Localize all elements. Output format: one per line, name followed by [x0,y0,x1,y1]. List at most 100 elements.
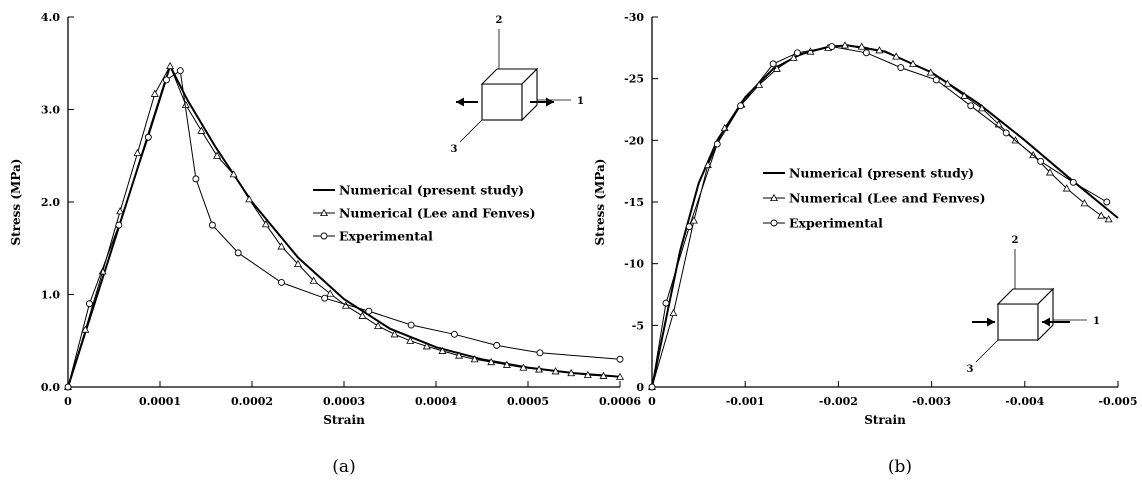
legend-marker-triangle [320,208,328,217]
load-arrow-left-head [987,317,995,327]
y-axis-label: Stress (MPa) [9,159,23,246]
y-tick-label: 2.0 [41,196,60,209]
data-point-triangle [583,370,592,379]
y-tick-label: -30 [624,11,644,24]
data-point-circle [769,60,777,68]
data-point-circle [277,279,285,286]
legend-entry-label: Numerical (present study) [339,183,524,198]
data-point-circle [493,341,501,349]
data-point-triangle [150,89,159,97]
data-point-circle [64,383,72,391]
data-point-triangle [669,308,678,317]
data-point-triangle [908,59,917,67]
data-point-circle [85,300,93,308]
chart-panel-a: 0 0.0001 0.0002 0.0003 0.0004 0.0005 0.0006 0.0… [9,11,641,477]
x-tick-label: 0.0006 [599,395,641,408]
series-2 [64,61,624,391]
data-point-triangle [960,91,969,99]
data-point-triangle [599,371,608,379]
data-point-triangle [535,365,544,373]
data-point-triangle [1045,168,1054,176]
x-tick-label: -0.002 [819,395,858,408]
data-point-triangle [551,367,560,375]
data-point-circle [1037,157,1045,165]
y-tick-label: -15 [624,196,644,209]
x-tick-label: 0.0005 [507,395,549,408]
data-point-triangle [406,336,415,344]
data-point-triangle [277,242,286,250]
data-point-triangle [567,369,576,377]
loading-cube-inset: 2 1 3 [967,235,1100,375]
chart-panel-b: 0 -0.001 -0.002 -0.003 -0.004 -0.005 0 -5 -10 -15… [593,11,1138,477]
data-point-triangle [245,195,254,203]
y-tick-label: 1.0 [41,289,60,302]
series-3 [648,43,1111,391]
data-point-triangle [519,363,528,371]
data-point-triangle [470,355,479,363]
axis-3-line [459,119,483,143]
data-point-triangle [840,41,849,49]
legend-entry-label: Experimental [339,229,433,244]
data-point-circle [321,294,329,302]
data-point-circle [685,223,693,231]
data-point-triangle [261,220,270,228]
axis-1-label: 1 [1093,316,1100,327]
legend: Numerical (present study) Numerical (Lee … [313,183,535,244]
y-tick-label: -5 [632,319,644,332]
data-point-circle [648,383,656,391]
data-point-circle [932,76,940,84]
x-tick-label: -0.001 [726,395,765,408]
y-tick-label: 0.0 [41,381,60,394]
axis-3-line [975,339,999,363]
axis-2-label: 2 [1012,235,1019,246]
y-tick-label: 0 [636,381,644,394]
series-line [651,46,1108,388]
data-point-triangle [926,68,935,76]
loading-cube-inset: 2 1 3 [451,15,584,155]
legend-entry-label: Numerical (Lee and Fenves) [339,206,535,221]
data-point-triangle [1097,211,1106,219]
data-point-triangle [1080,199,1089,207]
data-point-circle [862,49,870,57]
data-point-triangle [229,170,238,178]
data-point-circle [234,249,242,257]
legend-marker-circle [320,232,328,240]
y-axis-label: Stress (MPa) [593,159,607,246]
series-line [67,63,621,388]
data-point-circle [713,140,721,148]
data-point-circle [828,43,836,51]
data-point-triangle [116,207,125,215]
data-point-circle [967,102,975,110]
x-tick-label: -0.005 [1098,395,1137,408]
series-1 [651,44,1119,388]
data-point-triangle [390,330,399,338]
data-point-circle [115,221,123,229]
data-point-triangle [197,126,206,134]
data-point-triangle [422,342,431,350]
data-point-circle [407,321,415,329]
data-point-circle [176,67,184,75]
data-point-circle [162,76,170,84]
data-point-circle [365,307,373,315]
x-tick-label: 0.0002 [231,395,273,408]
data-point-circle [192,175,200,183]
y-tick-label: -25 [624,73,644,86]
data-point-circle [737,102,744,110]
x-axis-label: Strain [864,413,906,427]
x-tick-label: 0.0001 [139,395,181,408]
cube-front-face [997,303,1039,341]
data-point-circle [450,330,458,338]
data-point-triangle [789,53,798,61]
legend-entry-label: Numerical (present study) [789,166,974,181]
data-point-triangle [358,311,367,319]
data-point-triangle [326,289,335,297]
data-point-triangle [1104,215,1113,223]
panel-label: (a) [332,457,355,477]
panel-label: (b) [888,457,912,477]
axis-2-label: 2 [496,15,503,26]
data-point-circle [536,349,544,357]
data-point-triangle [294,259,302,268]
data-point-triangle [166,61,175,70]
x-tick-label: -0.003 [912,395,951,408]
